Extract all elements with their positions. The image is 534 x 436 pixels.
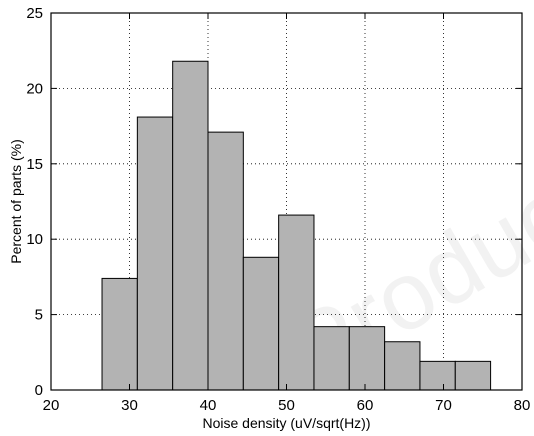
histogram-bar: [384, 341, 421, 391]
x-tick-label: 20: [43, 397, 60, 414]
x-tick-label: 30: [121, 397, 138, 414]
histogram-bar: [348, 326, 386, 391]
x-tick-label: 50: [278, 397, 295, 414]
histogram-bars: [101, 60, 492, 391]
histogram-bar: [172, 60, 209, 391]
histogram-bar: [313, 326, 350, 391]
y-axis-label: Percent of parts (%): [8, 139, 24, 264]
histogram-bar: [419, 360, 456, 391]
y-tick-label: 0: [35, 382, 43, 399]
y-tick-label: 25: [26, 5, 43, 22]
x-tick-label: 80: [514, 397, 531, 414]
x-tick-label: 60: [357, 397, 374, 414]
histogram-bar: [278, 214, 315, 391]
x-axis-label: Noise density (uV/sqrt(Hz)): [202, 415, 370, 431]
y-tick-labels: 0 5 10 15 20 25: [26, 5, 43, 399]
histogram-bar: [454, 360, 492, 391]
histogram-bar: [242, 256, 280, 391]
histogram-bar: [101, 277, 138, 391]
y-tick-label: 5: [35, 307, 43, 324]
axis-ticks: [50, 12, 523, 391]
y-tick-label: 10: [26, 231, 43, 248]
x-tick-label: 70: [435, 397, 452, 414]
x-tick-labels: 20 30 40 50 60 70 80: [43, 397, 531, 414]
y-tick-label: 20: [26, 80, 43, 97]
y-tick-label: 15: [26, 156, 43, 173]
histogram-bar: [136, 116, 174, 391]
histogram-bar: [207, 131, 244, 391]
x-tick-label: 40: [200, 397, 217, 414]
